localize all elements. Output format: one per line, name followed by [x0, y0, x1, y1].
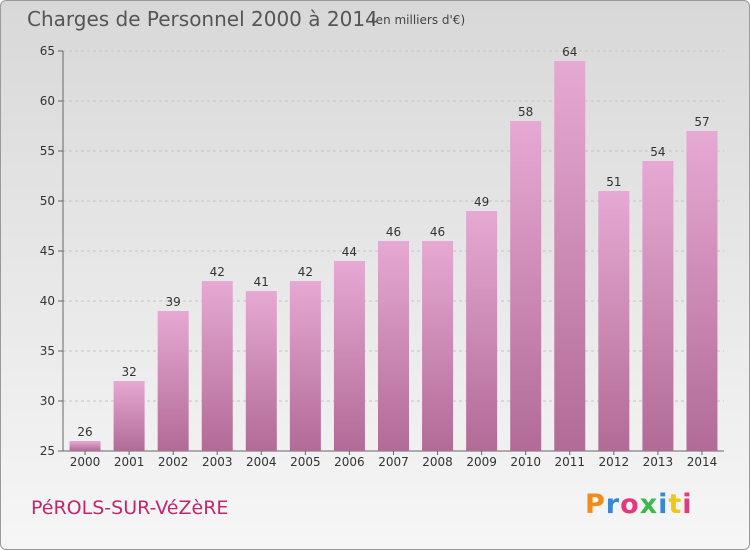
logo-letter: i — [658, 489, 669, 520]
x-tick-label-2007: 2007 — [378, 455, 409, 469]
data-labels: 26 32 39 42 41 42 44 46 46 49 58 64 51 54 57 — [77, 45, 709, 439]
x-tick-label-2000: 2000 — [70, 455, 101, 469]
y-tick-label-65: 65 — [40, 44, 55, 58]
y-tick-label-60: 60 — [40, 94, 55, 108]
chart-subtitle: (en milliers d'€) — [371, 13, 466, 27]
y-tick-label-55: 55 — [40, 144, 55, 158]
value-label-2009: 49 — [474, 195, 489, 209]
bar-2013 — [642, 161, 674, 451]
x-tick-label-2002: 2002 — [158, 455, 189, 469]
x-tick-label-2006: 2006 — [334, 455, 365, 469]
bar-2001 — [113, 381, 145, 451]
bars — [69, 61, 718, 451]
x-tick-label-2004: 2004 — [246, 455, 277, 469]
bar-2014 — [686, 131, 718, 451]
bar-2006 — [333, 261, 365, 451]
value-label-2003: 42 — [210, 265, 225, 279]
bar-2004 — [245, 291, 277, 451]
y-tick-label-50: 50 — [40, 194, 55, 208]
bar-2010 — [510, 121, 542, 451]
x-tick-label-2003: 2003 — [202, 455, 233, 469]
value-label-2000: 26 — [77, 425, 92, 439]
x-tick-label-2013: 2013 — [643, 455, 674, 469]
logo-letter: t — [668, 489, 683, 520]
value-label-2014: 57 — [694, 115, 709, 129]
chart-title: Charges de Personnel 2000 à 2014 — [27, 7, 378, 31]
logo-letter: P — [585, 489, 606, 520]
value-label-2008: 46 — [430, 225, 445, 239]
bar-2011 — [554, 61, 586, 451]
bar-2007 — [378, 241, 409, 451]
x-tick-label-2012: 2012 — [599, 455, 630, 469]
value-label-2004: 41 — [254, 275, 269, 289]
x-tick-label-2001: 2001 — [114, 455, 145, 469]
value-label-2007: 46 — [386, 225, 401, 239]
x-tick-label-2005: 2005 — [290, 455, 321, 469]
logo-letter: r — [605, 489, 621, 520]
value-label-2010: 58 — [518, 105, 533, 119]
value-label-2011: 64 — [562, 45, 577, 59]
y-tick-label-35: 35 — [40, 344, 55, 358]
bar-2003 — [201, 281, 233, 451]
value-label-2001: 32 — [121, 365, 136, 379]
y-tick-label-25: 25 — [40, 444, 55, 458]
logo-letter: i — [682, 489, 693, 520]
value-label-2006: 44 — [342, 245, 357, 259]
x-tick-label-2008: 2008 — [422, 455, 453, 469]
x-tick-label-2009: 2009 — [466, 455, 497, 469]
bar-2008 — [422, 241, 454, 451]
logo-letter: x — [639, 489, 659, 520]
value-label-2013: 54 — [650, 145, 665, 159]
y-tick-label-45: 45 — [40, 244, 55, 258]
bar-2000 — [69, 441, 101, 451]
place-name: PéROLS-SUR-VéZèRE — [31, 497, 229, 519]
x-tick-label-2011: 2011 — [554, 455, 585, 469]
x-tick-label-2010: 2010 — [510, 455, 541, 469]
value-label-2005: 42 — [298, 265, 313, 279]
bar-2002 — [157, 311, 189, 451]
bar-2009 — [466, 211, 498, 451]
value-label-2012: 51 — [606, 175, 621, 189]
x-tick-label-2014: 2014 — [687, 455, 718, 469]
value-label-2002: 39 — [166, 295, 181, 309]
y-tick-label-40: 40 — [40, 294, 55, 308]
y-tick-label-30: 30 — [40, 394, 55, 408]
bar-2012 — [598, 191, 630, 451]
proxiti-logo[interactable]: Proxiti — [585, 489, 693, 520]
bar-2005 — [289, 281, 321, 451]
logo-letter: o — [620, 489, 640, 520]
